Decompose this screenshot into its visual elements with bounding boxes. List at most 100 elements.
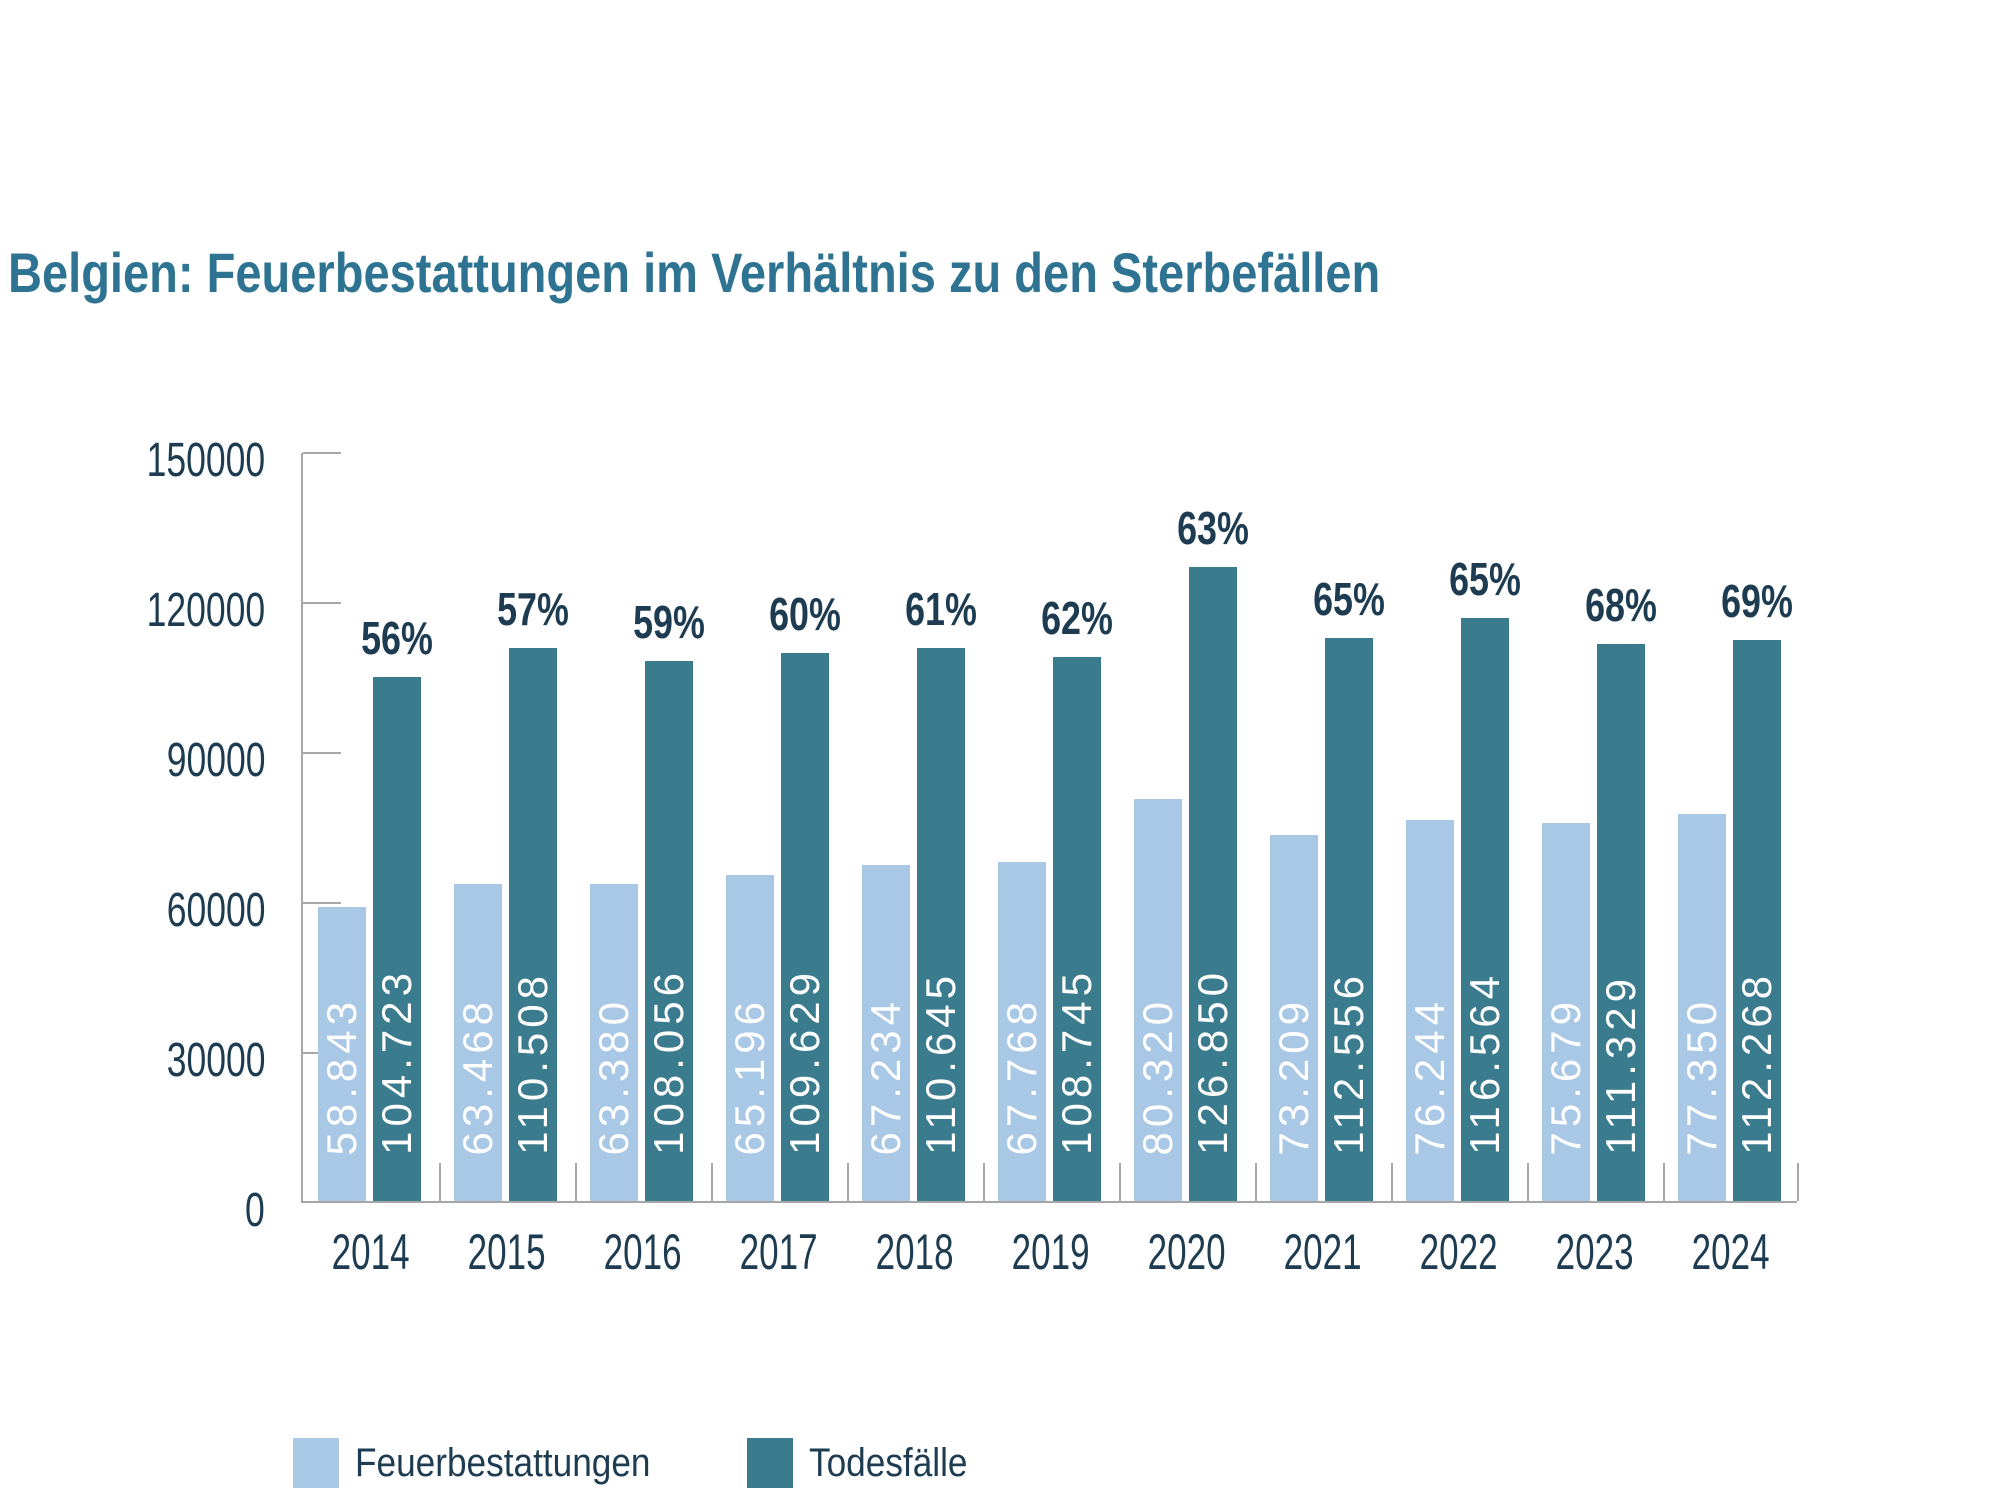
cremations-bar-2021: 73.209: [1270, 835, 1318, 1201]
x-axis-tick: [1797, 1163, 1799, 1201]
bar-group-2015: 63.468 110.508 57% 2015: [439, 453, 575, 1280]
bar-value-label: 67.768: [998, 996, 1045, 1155]
percent-label-2023: 68%: [1585, 579, 1657, 631]
deaths-bar-2024: 112.268 69%: [1721, 575, 1793, 1201]
plot-area: 150000 120000 90000 60000 30000 0 58.843 104.72…: [146, 437, 1799, 1280]
bar-value-label: 111.329: [1597, 974, 1644, 1155]
bar-value-label: 76.244: [1406, 996, 1453, 1155]
y-axis-label: 150000: [146, 434, 265, 487]
bar-value-label: 67.234: [862, 996, 909, 1155]
deaths-bar-2019: 108.745 62%: [1041, 592, 1113, 1201]
legend: Feuerbestattungen Todesfälle: [293, 1438, 989, 1488]
chart-title: Belgien: Feuerbestattungen im Verhältnis…: [8, 240, 1642, 305]
cremations-bar-2015: 63.468: [454, 884, 502, 1201]
x-axis-label-2019: 2019: [1012, 1224, 1090, 1280]
deaths-bar-2016: 108.056 59%: [633, 596, 705, 1201]
percent-label-2018: 61%: [905, 583, 977, 635]
cremations-bar-2018: 67.234: [862, 865, 910, 1201]
bar-value-label: 110.645: [917, 971, 964, 1155]
bar-group-2018: 67.234 110.645 61% 2018: [847, 453, 983, 1280]
deaths-bar-2015: 110.508 57%: [497, 583, 569, 1201]
bar-value-label: 63.380: [590, 996, 637, 1155]
percent-label-2020: 63%: [1177, 502, 1249, 554]
bar-group-2014: 58.843 104.723 56% 2014: [303, 453, 439, 1280]
x-axis-label-2015: 2015: [468, 1224, 546, 1280]
y-axis-label: 0: [245, 1184, 265, 1237]
cremations-bar-2023: 75.679: [1542, 823, 1590, 1201]
x-axis-tick: [1119, 1163, 1121, 1201]
y-axis-tick: [303, 752, 341, 754]
bar-value-label: 112.556: [1325, 971, 1372, 1155]
cremations-bar-2024: 77.350: [1678, 814, 1726, 1201]
legend-label-cremations: Feuerbestattungen: [355, 1440, 651, 1485]
x-axis-tick: [1527, 1163, 1529, 1201]
bar-value-label: 73.209: [1270, 996, 1317, 1155]
x-axis-tick: [983, 1163, 985, 1201]
deaths-bar-2022: 116.564 65%: [1449, 553, 1521, 1201]
cremations-bar-2017: 65.196: [726, 875, 774, 1201]
bar-value-label: 116.564: [1461, 971, 1508, 1155]
bar-value-label: 63.468: [454, 996, 501, 1155]
x-axis-label-2020: 2020: [1148, 1224, 1226, 1280]
x-axis-label-2014: 2014: [332, 1224, 410, 1280]
percent-label-2021: 65%: [1313, 573, 1385, 625]
x-axis-tick: [439, 1163, 441, 1201]
percent-label-2024: 69%: [1721, 575, 1793, 627]
y-axis-label: 30000: [166, 1034, 265, 1087]
bar-group-2023: 75.679 111.329 68% 2023: [1527, 453, 1663, 1280]
legend-swatch-cremations: [293, 1438, 339, 1488]
deaths-bar-2021: 112.556 65%: [1313, 573, 1385, 1201]
x-axis-tick: [711, 1163, 713, 1201]
percent-label-2016: 59%: [633, 596, 705, 648]
cremations-bar-2019: 67.768: [998, 862, 1046, 1201]
bar-value-label: 110.508: [509, 971, 556, 1155]
y-axis-label: 60000: [166, 884, 265, 937]
y-axis-tick: [303, 602, 341, 604]
x-axis-label-2018: 2018: [876, 1224, 954, 1280]
chart-title-text: Belgien: Feuerbestattungen im Verhältnis…: [8, 241, 1381, 304]
x-axis-label-2016: 2016: [604, 1224, 682, 1280]
y-axis-label: 120000: [146, 584, 265, 637]
bar-value-label: 109.629: [781, 968, 828, 1155]
percent-label-2017: 60%: [769, 588, 841, 640]
x-axis-tick: [1255, 1163, 1257, 1201]
percent-label-2015: 57%: [497, 583, 569, 635]
bar-value-label: 75.679: [1542, 996, 1589, 1155]
bar-value-label: 80.320: [1134, 996, 1181, 1155]
bar-value-label: 112.268: [1733, 971, 1780, 1155]
bar-value-label: 77.350: [1678, 996, 1725, 1155]
legend-swatch-deaths: [746, 1438, 793, 1488]
bar-group-2024: 77.350 112.268 69% 2024: [1663, 453, 1799, 1280]
y-axis-tick: [303, 902, 341, 904]
percent-label-2019: 62%: [1041, 592, 1113, 644]
bar-group-2022: 76.244 116.564 65% 2022: [1391, 453, 1527, 1280]
bar-value-label: 108.056: [645, 968, 692, 1155]
percent-label-2014: 56%: [361, 612, 433, 664]
bar-group-2021: 73.209 112.556 65% 2021: [1255, 453, 1391, 1280]
x-axis-label-2022: 2022: [1420, 1224, 1498, 1280]
x-axis-tick: [1391, 1163, 1393, 1201]
deaths-bar-2018: 110.645 61%: [905, 583, 977, 1201]
bar-group-2019: 67.768 108.745 62% 2019: [983, 453, 1119, 1280]
cremations-bar-2014: 58.843: [318, 907, 366, 1201]
y-axis-label: 90000: [166, 734, 265, 787]
percent-label-2022: 65%: [1449, 553, 1521, 605]
cremations-bar-2016: 63.380: [590, 884, 638, 1201]
bar-value-label: 126.850: [1189, 968, 1236, 1155]
y-axis-tick: [303, 452, 341, 454]
cremations-bar-2020: 80.320: [1134, 799, 1182, 1201]
bar-value-label: 108.745: [1053, 968, 1100, 1155]
deaths-bar-2023: 111.329 68%: [1585, 579, 1657, 1201]
bar-group-2017: 65.196 109.629 60% 2017: [711, 453, 847, 1280]
x-axis-tick: [575, 1163, 577, 1201]
bar-value-label: 65.196: [726, 996, 773, 1155]
bar-value-label: 104.723: [373, 968, 420, 1155]
deaths-bar-2014: 104.723 56%: [361, 612, 433, 1201]
x-axis-label-2023: 2023: [1556, 1224, 1634, 1280]
legend-label-deaths: Todesfälle: [808, 1440, 968, 1485]
x-axis-label-2021: 2021: [1284, 1224, 1362, 1280]
bar-group-2020: 80.320 126.850 63% 2020: [1119, 453, 1255, 1280]
x-axis-label-2024: 2024: [1692, 1224, 1770, 1280]
x-axis-tick: [847, 1163, 849, 1201]
bar-value-label: 58.843: [318, 996, 365, 1155]
